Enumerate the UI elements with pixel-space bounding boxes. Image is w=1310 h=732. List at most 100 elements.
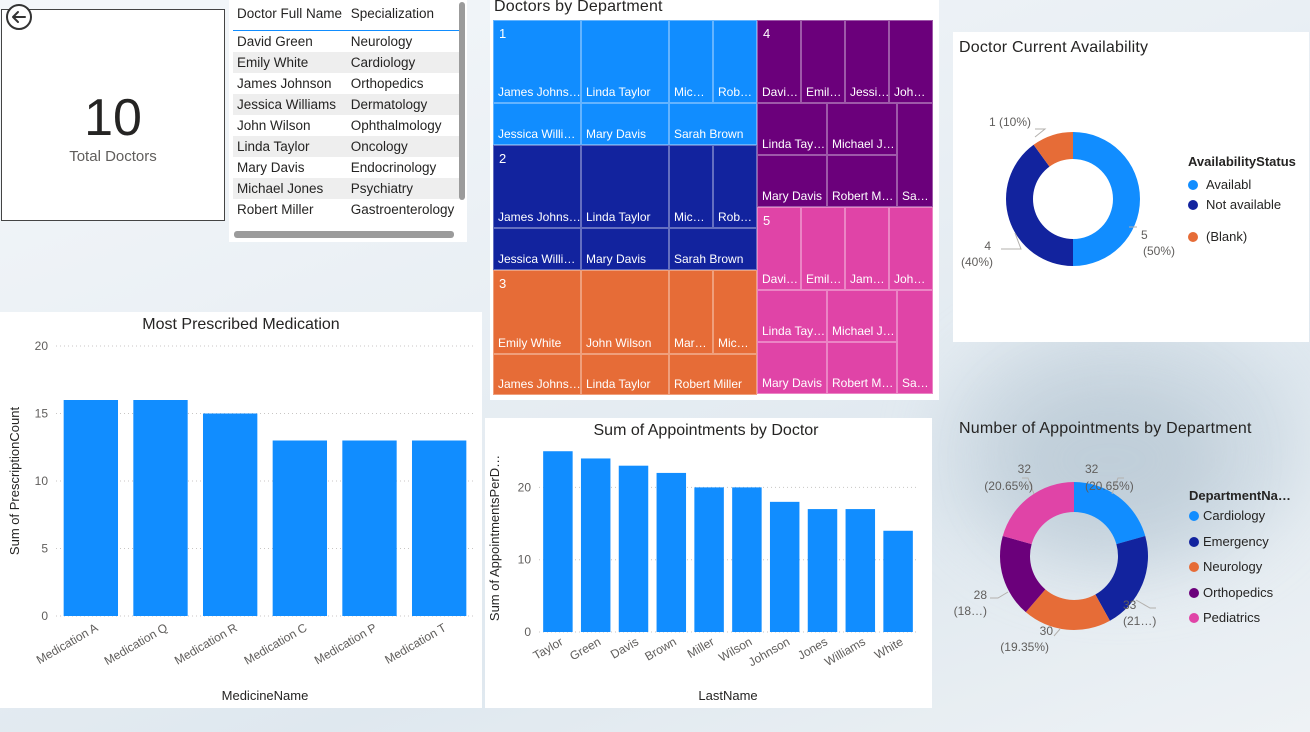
- dept-appointments-slice[interactable]: [1000, 536, 1046, 613]
- appointments-bar[interactable]: [732, 487, 762, 632]
- treemap-department-label: 1: [499, 26, 507, 41]
- table-row[interactable]: Robert Miller Gastroenterology: [233, 199, 459, 220]
- treemap-tile[interactable]: Emil…: [801, 20, 845, 103]
- appointments-bar[interactable]: [845, 509, 876, 632]
- column-header-specialization[interactable]: Specialization: [346, 2, 459, 31]
- table-row[interactable]: Jessica Williams Dermatology: [233, 94, 459, 115]
- treemap-tile-label: Michael J…: [832, 137, 895, 151]
- appointments-bar[interactable]: [694, 487, 724, 632]
- treemap-tile[interactable]: Davi…: [757, 207, 801, 290]
- dept-appointments-slice[interactable]: [1002, 482, 1074, 545]
- appointments-bar[interactable]: [656, 472, 687, 632]
- treemap-tile[interactable]: John Wilson: [581, 270, 669, 354]
- dept-appointments-slice[interactable]: [1095, 536, 1148, 621]
- treemap-tile[interactable]: Michael J…: [827, 103, 897, 155]
- availability-slice[interactable]: [1033, 132, 1073, 167]
- treemap-tile[interactable]: Rob…: [713, 145, 757, 228]
- x-tick-label: Miller: [685, 634, 717, 660]
- treemap-tile-label: Linda Tay…: [762, 137, 826, 151]
- table-row[interactable]: John Wilson Ophthalmology: [233, 115, 459, 136]
- treemap-tile[interactable]: James Johns…: [493, 354, 581, 395]
- dept-appointments-slice[interactable]: [1025, 589, 1110, 630]
- treemap-tile[interactable]: Mar…: [669, 270, 713, 354]
- treemap-tile[interactable]: Jessica Willi…: [493, 103, 581, 145]
- dept-legend-item[interactable]: Emergency: [1189, 534, 1269, 549]
- medication-bar[interactable]: [342, 440, 397, 617]
- treemap-tile[interactable]: Emily White: [493, 270, 581, 354]
- treemap-tile[interactable]: Linda Taylor: [581, 145, 669, 228]
- dept-percent-label: (20.65%): [984, 479, 1033, 493]
- treemap-tile[interactable]: Jessi…: [845, 20, 889, 103]
- treemap-tile-label: Joh…: [894, 85, 926, 99]
- x-tick-label: Brown: [642, 634, 678, 663]
- treemap-tile[interactable]: Robert Miller: [669, 354, 757, 395]
- availability-legend-item[interactable]: Not available: [1188, 197, 1281, 212]
- treemap-tile[interactable]: Mary Davis: [757, 342, 827, 394]
- dept-legend-item[interactable]: Orthopedics: [1189, 585, 1273, 600]
- treemap-tile[interactable]: Mic…: [713, 270, 757, 354]
- treemap-tile[interactable]: Emil…: [801, 207, 845, 290]
- medication-bar[interactable]: [133, 400, 188, 616]
- y-tick-label: 20: [518, 480, 532, 494]
- appointments-bar[interactable]: [769, 501, 800, 632]
- treemap-tile-label: Sarah Brown: [674, 252, 744, 266]
- table-row[interactable]: Emily White Cardiology: [233, 52, 459, 73]
- treemap-tile[interactable]: Linda Tay…: [757, 290, 827, 342]
- appointments-bar[interactable]: [883, 530, 913, 632]
- treemap-tile[interactable]: Sa…: [897, 103, 933, 207]
- treemap-tile[interactable]: Mary Davis: [581, 103, 669, 145]
- appointments-bar[interactable]: [618, 465, 649, 632]
- column-header-full-name[interactable]: Doctor Full Name: [233, 2, 347, 31]
- medication-bar[interactable]: [63, 400, 119, 616]
- treemap-tile[interactable]: Joh…: [889, 20, 933, 103]
- medication-bar[interactable]: [202, 413, 258, 617]
- dept-legend-item[interactable]: Pediatrics: [1189, 610, 1260, 625]
- treemap-tile[interactable]: Rob…: [713, 20, 757, 103]
- dept-data-label: 30: [1040, 624, 1054, 638]
- dept-legend-item[interactable]: Neurology: [1189, 559, 1262, 574]
- treemap-tile[interactable]: Robert M…: [827, 342, 897, 394]
- table-row[interactable]: Mary Davis Endocrinology: [233, 157, 459, 178]
- treemap-department-label: 5: [763, 213, 771, 228]
- appointments-bar[interactable]: [807, 509, 838, 632]
- medication-bar[interactable]: [411, 440, 467, 617]
- treemap-tile[interactable]: Joh…: [889, 207, 933, 290]
- availability-slice[interactable]: [1073, 132, 1140, 266]
- table-vertical-scrollbar[interactable]: [459, 2, 465, 200]
- treemap-tile[interactable]: Robert M…: [827, 155, 897, 207]
- treemap-tile-label: Sarah Brown: [674, 127, 744, 141]
- availability-legend-item[interactable]: Availabl: [1188, 177, 1251, 192]
- treemap-tile[interactable]: Davi…: [757, 20, 801, 103]
- treemap-tile[interactable]: Linda Tay…: [757, 103, 827, 155]
- treemap-tile[interactable]: James Johns…: [493, 145, 581, 228]
- treemap-tile[interactable]: Linda Taylor: [581, 354, 669, 395]
- table-row[interactable]: Michael Jones Psychiatry: [233, 178, 459, 199]
- table-horizontal-scrollbar[interactable]: [234, 231, 454, 238]
- availability-slice[interactable]: [1006, 144, 1073, 266]
- table-row[interactable]: James Johnson Orthopedics: [233, 73, 459, 94]
- treemap-tile[interactable]: Mary Davis: [757, 155, 827, 207]
- treemap-tile[interactable]: Mary Davis: [581, 228, 669, 270]
- treemap-tile-label: Robert Miller: [674, 377, 743, 391]
- back-arrow-icon[interactable]: [5, 3, 33, 31]
- dept-legend-item[interactable]: Cardiology: [1189, 508, 1265, 523]
- treemap-tile[interactable]: Sa…: [897, 290, 933, 394]
- treemap-tile[interactable]: Sarah Brown: [669, 228, 757, 270]
- medication-bar[interactable]: [272, 440, 328, 617]
- appointments-bar[interactable]: [543, 451, 573, 632]
- table-row[interactable]: David Green Neurology: [233, 31, 459, 53]
- treemap-tile-label: Jam…: [850, 272, 885, 286]
- treemap-tile[interactable]: Mic…: [669, 20, 713, 103]
- availability-legend-item[interactable]: (Blank): [1188, 229, 1247, 244]
- treemap-tile[interactable]: Linda Taylor: [581, 20, 669, 103]
- specialization-cell: Neurology: [350, 34, 413, 49]
- dept-appointments-slice[interactable]: [1074, 482, 1146, 545]
- treemap-tile[interactable]: Jam…: [845, 207, 889, 290]
- treemap-tile[interactable]: Sarah Brown: [669, 103, 757, 145]
- appointments-bar[interactable]: [580, 458, 611, 632]
- table-row[interactable]: Linda Taylor Oncology: [233, 136, 459, 157]
- treemap-tile[interactable]: Mic…: [669, 145, 713, 228]
- treemap-tile[interactable]: Michael J…: [827, 290, 897, 342]
- treemap-tile[interactable]: James Johns…: [493, 20, 581, 103]
- treemap-tile[interactable]: Jessica Willi…: [493, 228, 581, 270]
